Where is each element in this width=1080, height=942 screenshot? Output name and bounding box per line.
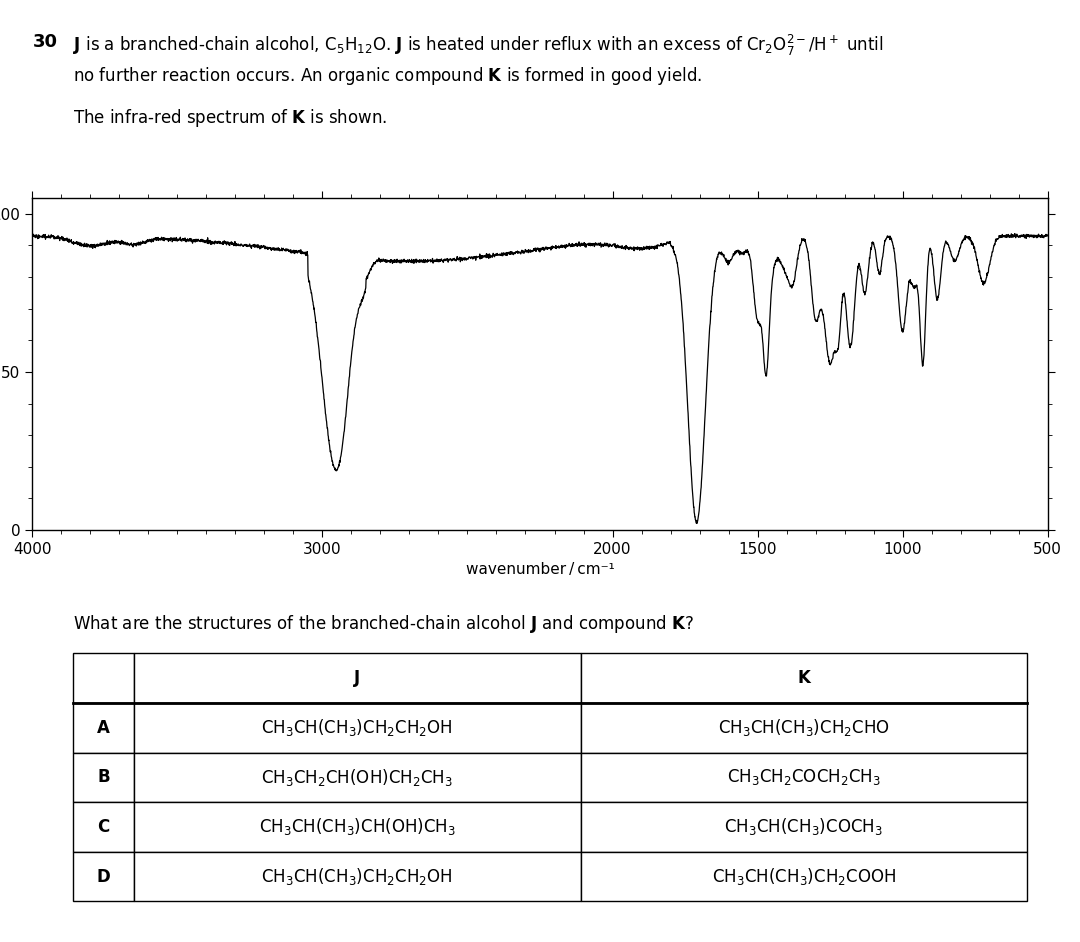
Bar xyxy=(581,753,1027,803)
Bar xyxy=(581,803,1027,852)
Bar xyxy=(581,852,1027,901)
Bar xyxy=(73,753,134,803)
Text: CH$_3$CH(CH$_3$)CH$_2$CH$_2$OH: CH$_3$CH(CH$_3$)CH$_2$CH$_2$OH xyxy=(261,866,454,887)
Text: The infra-red spectrum of $\mathbf{K}$ is shown.: The infra-red spectrum of $\mathbf{K}$ i… xyxy=(73,107,387,129)
Bar xyxy=(134,852,581,901)
Bar xyxy=(134,703,581,753)
Bar xyxy=(73,654,134,703)
Text: CH$_3$CH(CH$_3$)CH(OH)CH$_3$: CH$_3$CH(CH$_3$)CH(OH)CH$_3$ xyxy=(259,817,456,837)
Bar xyxy=(581,654,1027,703)
Text: C: C xyxy=(97,818,109,836)
Text: CH$_3$CH$_2$CH(OH)CH$_2$CH$_3$: CH$_3$CH$_2$CH(OH)CH$_2$CH$_3$ xyxy=(261,767,454,788)
Text: A: A xyxy=(97,719,110,737)
Text: What are the structures of the branched-chain alcohol $\mathbf{J}$ and compound : What are the structures of the branched-… xyxy=(73,613,694,635)
Text: J: J xyxy=(354,669,361,688)
X-axis label: wavenumber / cm⁻¹: wavenumber / cm⁻¹ xyxy=(465,562,615,577)
Bar xyxy=(134,654,581,703)
Text: CH$_3$CH$_2$COCH$_2$CH$_3$: CH$_3$CH$_2$COCH$_2$CH$_3$ xyxy=(727,768,881,788)
Text: $\mathbf{J}$ is a branched-chain alcohol, C$_5$H$_{12}$O. $\mathbf{J}$ is heated: $\mathbf{J}$ is a branched-chain alcohol… xyxy=(73,33,883,58)
Bar xyxy=(73,703,134,753)
Bar xyxy=(73,803,134,852)
Text: no further reaction occurs. An organic compound $\mathbf{K}$ is formed in good y: no further reaction occurs. An organic c… xyxy=(73,65,702,87)
Text: CH$_3$CH(CH$_3$)CH$_2$COOH: CH$_3$CH(CH$_3$)CH$_2$COOH xyxy=(712,866,896,887)
Bar xyxy=(134,803,581,852)
Text: CH$_3$CH(CH$_3$)CH$_2$CHO: CH$_3$CH(CH$_3$)CH$_2$CHO xyxy=(718,717,890,739)
Text: 30: 30 xyxy=(32,33,57,51)
Text: CH$_3$CH(CH$_3$)CH$_2$CH$_2$OH: CH$_3$CH(CH$_3$)CH$_2$CH$_2$OH xyxy=(261,717,454,739)
Bar xyxy=(134,753,581,803)
Text: B: B xyxy=(97,769,110,787)
Text: K: K xyxy=(797,669,810,688)
Text: D: D xyxy=(96,868,110,885)
Text: CH$_3$CH(CH$_3$)COCH$_3$: CH$_3$CH(CH$_3$)COCH$_3$ xyxy=(725,817,883,837)
Bar xyxy=(581,703,1027,753)
Bar xyxy=(73,852,134,901)
